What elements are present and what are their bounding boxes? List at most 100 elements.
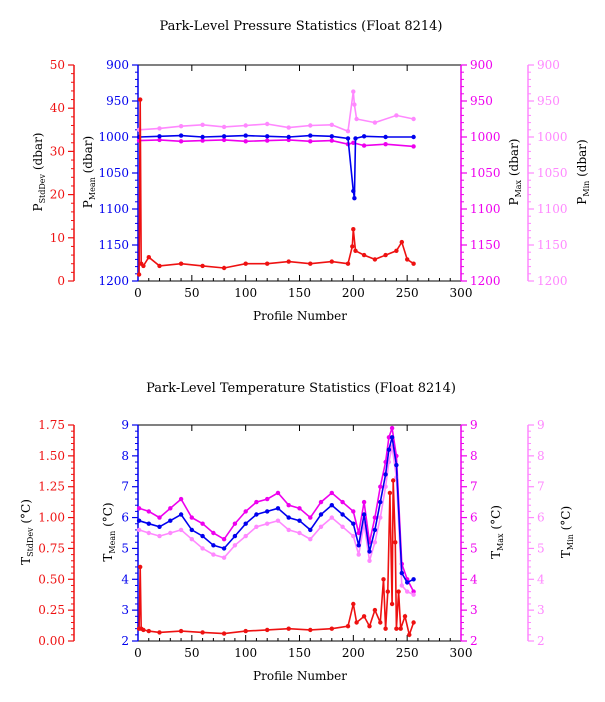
temperature-mean-point bbox=[275, 506, 281, 511]
temperature-min-label-sub: Min bbox=[566, 534, 575, 550]
temperature-mean-label-sub: Mean bbox=[108, 531, 117, 554]
pressure-stddev-point bbox=[411, 261, 416, 266]
temperature-stddev-label-unit: (°C) bbox=[19, 499, 33, 527]
pressure-mean-label-main: P bbox=[81, 200, 95, 208]
temperature-chart-title: Park-Level Temperature Statistics (Float… bbox=[146, 381, 456, 396]
temperature-stddev-tick-label: 1.75 bbox=[38, 418, 65, 432]
temperature-max-point bbox=[351, 509, 356, 514]
temperature-mean-point bbox=[378, 499, 383, 505]
temperature-mean-point bbox=[386, 447, 392, 452]
temperature-x-tick-label: 150 bbox=[288, 646, 311, 660]
temperature-min-point bbox=[383, 484, 388, 489]
pressure-min-tick-label: 1000 bbox=[537, 130, 568, 144]
pressure-stddev-point bbox=[265, 261, 270, 266]
temperature-mean-point bbox=[361, 512, 367, 517]
temperature-mean-point bbox=[297, 518, 302, 523]
pressure-x-tick-label: 150 bbox=[288, 286, 311, 300]
temperature-max-tick-label: 6 bbox=[470, 511, 478, 525]
temperature-stddev-point bbox=[394, 626, 399, 631]
pressure-stddev-point bbox=[146, 255, 151, 260]
temperature-max-point bbox=[232, 521, 238, 526]
pressure-mean-label-sub: Mean bbox=[88, 177, 97, 200]
temperature-stddev-tick-label: 0.25 bbox=[38, 603, 65, 617]
temperature-max-tick-label: 2 bbox=[470, 634, 478, 648]
temperature-min-point bbox=[399, 583, 404, 588]
temperature-min-point bbox=[211, 552, 216, 557]
pressure-min-point bbox=[286, 125, 291, 130]
temperature-stddev-tick-label: 1.50 bbox=[38, 449, 65, 463]
pressure-x-tick-label: 0 bbox=[134, 286, 142, 300]
pressure-mean-point bbox=[329, 134, 334, 139]
temperature-mean-tick-label: 3 bbox=[121, 603, 129, 617]
temperature-mean-tick-label: 9 bbox=[121, 418, 129, 432]
pressure-min-point bbox=[243, 123, 248, 128]
pressure-stddev-point bbox=[394, 248, 399, 253]
pressure-min-point bbox=[345, 129, 351, 134]
temperature-min-tick-label: 5 bbox=[537, 541, 545, 555]
temperature-stddev-point bbox=[391, 478, 396, 483]
temperature-stddev-point bbox=[367, 624, 372, 629]
pressure-stddev-tick-label: 30 bbox=[50, 144, 65, 158]
temperature-mean-series-line bbox=[138, 437, 414, 584]
pressure-min-point bbox=[221, 124, 227, 130]
temperature-stddev-point bbox=[345, 624, 351, 629]
temperature-mean-point bbox=[394, 462, 399, 468]
temperature-stddev-point bbox=[378, 620, 383, 625]
temperature-min-point bbox=[329, 515, 334, 520]
temperature-max-label-unit: (°C) bbox=[489, 505, 503, 533]
pressure-min-point bbox=[329, 122, 334, 128]
temperature-max-point bbox=[378, 484, 383, 489]
pressure-mean-point bbox=[200, 134, 205, 140]
temperature-stddev-point bbox=[157, 630, 162, 635]
pressure-mean-point bbox=[345, 136, 351, 141]
temperature-stddev-point bbox=[396, 589, 401, 594]
temperature-max-point bbox=[308, 515, 313, 520]
pressure-mean-tick-label: 1150 bbox=[98, 238, 129, 252]
temperature-max-tick-label: 5 bbox=[470, 541, 478, 555]
temperature-min-axis-label: TMin (°C) bbox=[559, 506, 575, 558]
pressure-min-tick-label: 1100 bbox=[537, 202, 568, 216]
pressure-stddev-point bbox=[383, 252, 388, 258]
pressure-min-tick-label: 1200 bbox=[537, 274, 568, 288]
pressure-stddev-point bbox=[350, 244, 355, 249]
temperature-max-tick-label: 4 bbox=[470, 572, 478, 586]
temperature-stddev-tick-label: 1.25 bbox=[38, 480, 65, 494]
temperature-min-point bbox=[411, 592, 416, 597]
temperature-max-point bbox=[157, 515, 162, 520]
pressure-mean-point bbox=[411, 134, 416, 140]
pressure-min-point bbox=[265, 121, 270, 127]
pressure-min-axis-label: PMin (dbar) bbox=[575, 139, 591, 204]
pressure-x-tick-label: 250 bbox=[396, 286, 419, 300]
pressure-mean-tick-label: 1050 bbox=[98, 166, 129, 180]
temperature-max-point bbox=[178, 496, 184, 502]
temperature-mean-point bbox=[189, 527, 194, 533]
temperature-stddev-label-sub: StdDev bbox=[26, 527, 35, 557]
temperature-max-point bbox=[265, 496, 270, 502]
pressure-max-tick-label: 1050 bbox=[470, 166, 501, 180]
temperature-mean-axis-label: TMean (°C) bbox=[101, 502, 117, 561]
pressure-min-point bbox=[157, 126, 162, 131]
temperature-stddev-point bbox=[393, 540, 398, 545]
temperature-mean-point bbox=[351, 521, 356, 526]
pressure-max-point bbox=[383, 142, 388, 147]
pressure-x-tick-label: 200 bbox=[342, 286, 365, 300]
temperature-min-point bbox=[243, 533, 248, 539]
pressure-mean-point bbox=[265, 134, 270, 139]
temperature-stddev-point bbox=[141, 627, 146, 633]
temperature-max-label-main: T bbox=[489, 551, 503, 559]
pressure-max-tick-label: 1000 bbox=[470, 130, 501, 144]
pressure-stddev-axis-label: PStdDev (dbar) bbox=[31, 133, 47, 212]
temperature-min-point bbox=[308, 537, 313, 542]
pressure-x-tick-label: 50 bbox=[184, 286, 199, 300]
pressure-stddev-point bbox=[361, 252, 367, 258]
temperature-mean-point bbox=[146, 521, 151, 526]
temperature-min-point bbox=[356, 552, 361, 557]
temperature-stddev-series-line bbox=[138, 480, 415, 638]
pressure-min-point bbox=[411, 116, 416, 122]
temperature-mean-point bbox=[232, 533, 238, 539]
temperature-min-point bbox=[367, 558, 372, 563]
temperature-min-point bbox=[221, 555, 227, 560]
temperature-stddev-axis-label: TStdDev (°C) bbox=[19, 499, 35, 565]
temperature-mean-point bbox=[405, 580, 410, 585]
temperature-max-series-line bbox=[138, 427, 415, 592]
